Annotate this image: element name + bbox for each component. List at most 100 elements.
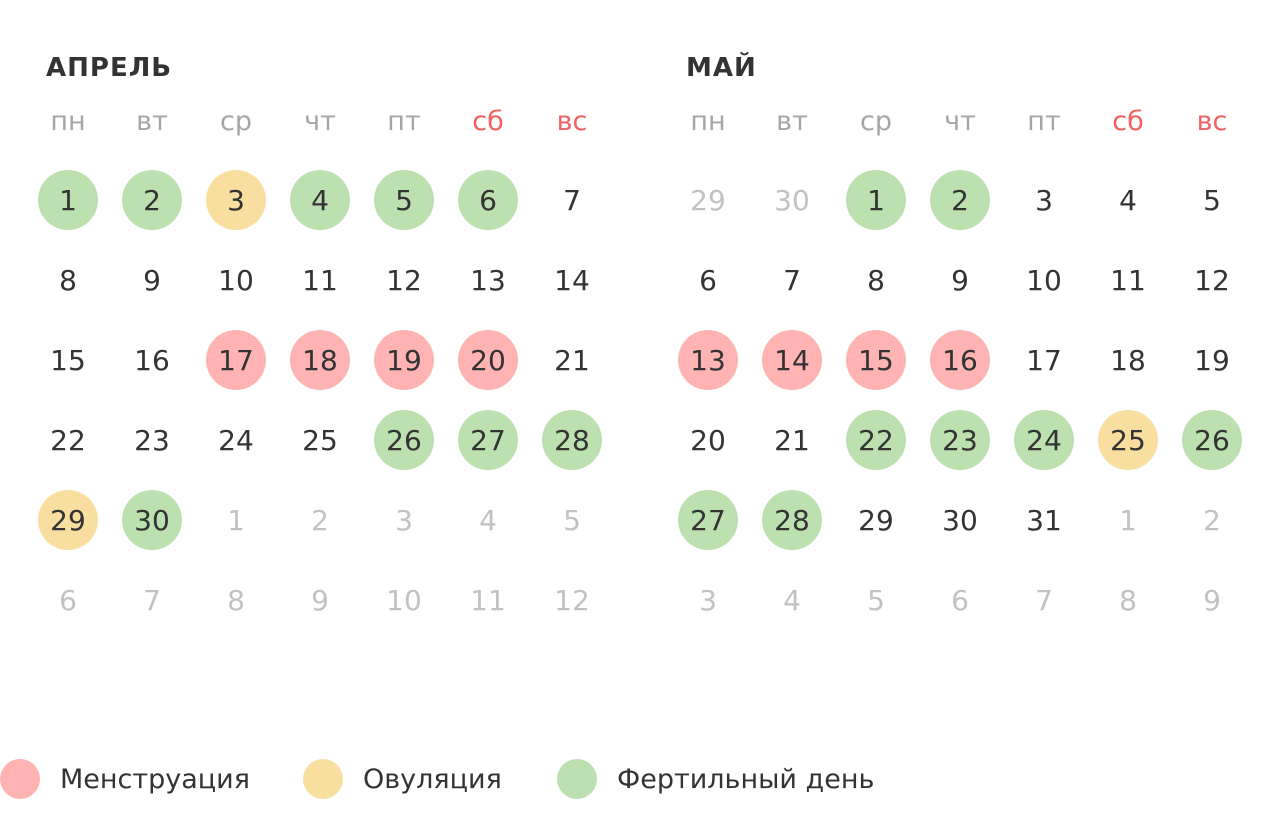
day-cell[interactable]: 30 [942,503,978,537]
day-cell[interactable]: 16 [134,343,170,377]
day-cell[interactable]: 19 [1194,343,1230,377]
day-grid: 29 30 1 2 3 4 5 6 7 8 9 10 11 12 13 14 15 16 17 18 19 20 21 22 2… [666,170,1254,650]
day-cell-outside-month[interactable]: 2 [1203,503,1221,537]
day-cell-fertile[interactable]: 1 [846,170,906,230]
day-cell[interactable]: 29 [858,503,894,537]
day-cell[interactable]: 18 [1110,343,1146,377]
day-cell-outside-month[interactable]: 7 [143,583,161,617]
day-cell-outside-month[interactable]: 6 [951,583,969,617]
day-cell[interactable]: 15 [50,343,86,377]
day-cell[interactable]: 21 [774,423,810,457]
day-cell[interactable]: 17 [1026,343,1062,377]
weekday-label: чт [304,106,336,137]
day-cell-menstruation[interactable]: 18 [290,330,350,390]
day-cell-fertile[interactable]: 6 [458,170,518,230]
day-cell-outside-month[interactable]: 30 [774,183,810,217]
day-cell-fertile[interactable]: 4 [290,170,350,230]
day-cell-menstruation[interactable]: 14 [762,330,822,390]
day-cell[interactable]: 11 [1110,263,1146,297]
day-cell-outside-month[interactable]: 5 [867,583,885,617]
day-cell[interactable]: 7 [783,263,801,297]
day-cell-outside-month[interactable]: 8 [227,583,245,617]
weekday-label: чт [944,106,976,137]
day-cell-fertile[interactable]: 26 [374,410,434,470]
legend-item-ovulation: Овуляция [303,758,502,800]
day-cell[interactable]: 21 [554,343,590,377]
day-cell[interactable]: 25 [302,423,338,457]
day-cell-outside-month[interactable]: 9 [1203,583,1221,617]
day-cell[interactable]: 20 [690,423,726,457]
day-cell[interactable]: 8 [59,263,77,297]
day-cell-outside-month[interactable]: 8 [1119,583,1137,617]
day-cell-outside-month[interactable]: 12 [554,583,590,617]
legend-label: Менструация [60,763,250,795]
day-cell-fertile[interactable]: 2 [122,170,182,230]
day-cell-fertile[interactable]: 27 [678,490,738,550]
day-cell[interactable]: 4 [1119,183,1137,217]
day-cell-fertile[interactable]: 27 [458,410,518,470]
month-title: МАЙ [686,53,757,83]
day-cell-fertile[interactable]: 22 [846,410,906,470]
weekday-label: пт [1027,106,1061,137]
day-cell[interactable]: 13 [470,263,506,297]
legend-swatch-ovulation [303,759,343,799]
day-cell-fertile[interactable]: 28 [762,490,822,550]
day-cell-outside-month[interactable]: 5 [563,503,581,537]
day-cell-menstruation[interactable]: 20 [458,330,518,390]
day-cell-outside-month[interactable]: 3 [395,503,413,537]
day-cell-fertile[interactable]: 5 [374,170,434,230]
day-cell-outside-month[interactable]: 11 [470,583,506,617]
weekday-label: пн [690,106,726,137]
legend-item-fertile: Фертильный день [557,758,874,800]
day-cell-menstruation[interactable]: 15 [846,330,906,390]
day-cell-ovulation[interactable]: 29 [38,490,98,550]
day-cell-outside-month[interactable]: 9 [311,583,329,617]
day-cell-fertile[interactable]: 28 [542,410,602,470]
day-cell-outside-month[interactable]: 29 [690,183,726,217]
weekday-label: вс [556,106,588,137]
day-cell-fertile[interactable]: 26 [1182,410,1242,470]
day-cell-outside-month[interactable]: 1 [1119,503,1137,537]
day-cell[interactable]: 7 [563,183,581,217]
month-title: АПРЕЛЬ [46,53,173,83]
day-cell-menstruation[interactable]: 19 [374,330,434,390]
day-cell[interactable]: 8 [867,263,885,297]
day-grid: 1 2 3 4 5 6 7 8 9 10 11 12 13 14 15 16 17 18 19 20 21 22 23 24 2… [26,170,614,650]
day-cell[interactable]: 22 [50,423,86,457]
day-cell-outside-month[interactable]: 4 [479,503,497,537]
day-cell[interactable]: 11 [302,263,338,297]
legend-label: Овуляция [363,763,502,795]
day-cell[interactable]: 6 [699,263,717,297]
day-cell-outside-month[interactable]: 3 [699,583,717,617]
day-cell[interactable]: 10 [1026,263,1062,297]
day-cell[interactable]: 12 [1194,263,1230,297]
day-cell-menstruation[interactable]: 17 [206,330,266,390]
day-cell-ovulation[interactable]: 3 [206,170,266,230]
day-cell-fertile[interactable]: 23 [930,410,990,470]
day-cell-fertile[interactable]: 1 [38,170,98,230]
day-cell-fertile[interactable]: 30 [122,490,182,550]
day-cell-outside-month[interactable]: 7 [1035,583,1053,617]
day-cell-fertile[interactable]: 2 [930,170,990,230]
weekday-label: пт [387,106,421,137]
day-cell-outside-month[interactable]: 10 [386,583,422,617]
day-cell[interactable]: 31 [1026,503,1062,537]
weekday-label: вт [776,106,808,137]
day-cell-outside-month[interactable]: 6 [59,583,77,617]
day-cell[interactable]: 12 [386,263,422,297]
day-cell-outside-month[interactable]: 4 [783,583,801,617]
day-cell[interactable]: 3 [1035,183,1053,217]
day-cell-fertile[interactable]: 24 [1014,410,1074,470]
day-cell[interactable]: 5 [1203,183,1221,217]
day-cell-outside-month[interactable]: 2 [311,503,329,537]
day-cell-ovulation[interactable]: 25 [1098,410,1158,470]
day-cell[interactable]: 23 [134,423,170,457]
day-cell[interactable]: 9 [951,263,969,297]
day-cell[interactable]: 10 [218,263,254,297]
day-cell-menstruation[interactable]: 13 [678,330,738,390]
day-cell-outside-month[interactable]: 1 [227,503,245,537]
day-cell[interactable]: 24 [218,423,254,457]
day-cell-menstruation[interactable]: 16 [930,330,990,390]
day-cell[interactable]: 14 [554,263,590,297]
day-cell[interactable]: 9 [143,263,161,297]
